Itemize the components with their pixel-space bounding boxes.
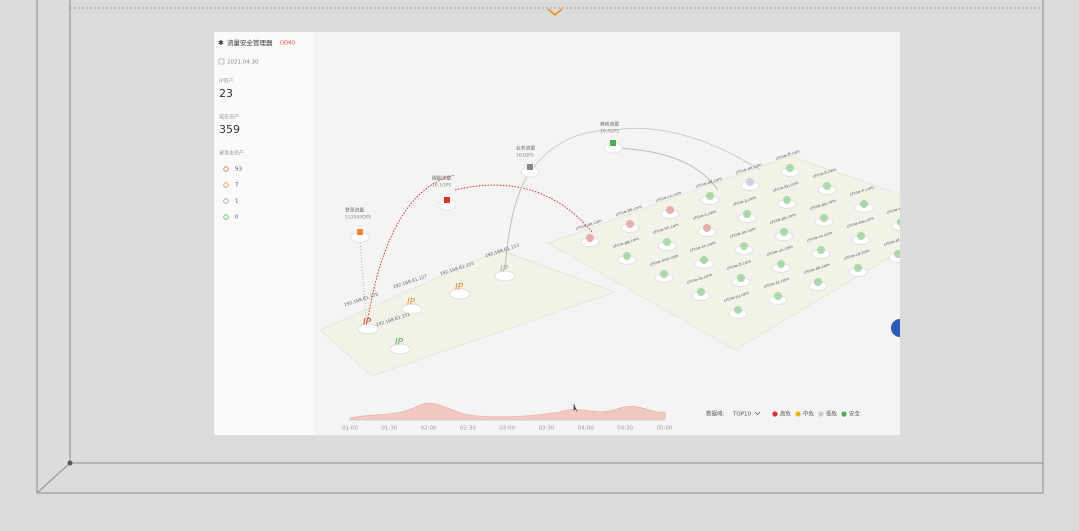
filter-value: TOP10: [732, 412, 752, 418]
flow-icon: [444, 197, 450, 203]
domain-icon: [814, 278, 822, 286]
domain-icon: [737, 274, 745, 282]
flow-name: 登录流量: [345, 207, 364, 214]
time-tick: 04:30: [617, 426, 633, 432]
legend-dot: [795, 411, 801, 417]
domain-icon: [786, 164, 794, 172]
domain-icon: [700, 256, 708, 264]
flow-rate: 16.1QPS: [432, 183, 451, 189]
domain-icon: [660, 270, 668, 278]
flow-icon: [357, 229, 363, 235]
calendar-icon: [218, 58, 225, 65]
domain-icon: [817, 246, 825, 254]
stat-value: 23: [219, 87, 233, 100]
time-tick: 04:00: [578, 426, 594, 432]
domain-icon: [703, 224, 711, 232]
logo: ✱: [218, 39, 224, 47]
domain-icon: [586, 234, 594, 242]
domain-icon: [734, 306, 742, 314]
domain-icon: [774, 292, 782, 300]
app-title: 流量安全管理器: [227, 38, 273, 47]
legend-dot: [772, 411, 778, 417]
filter-label: 数据域:: [706, 410, 725, 418]
domain-icon: [746, 178, 754, 186]
attacked-icon: [223, 214, 229, 220]
flow-icon: [527, 164, 533, 170]
domain-icon: [854, 264, 862, 272]
flow-name: 跟踪流量: [432, 175, 451, 182]
domain-icon: [777, 260, 785, 268]
flow-icon: [610, 140, 616, 146]
domain-node: [891, 221, 900, 231]
legend-label: 低危: [826, 410, 838, 418]
domain-icon: [697, 288, 705, 296]
flow-name: 业务流量: [516, 145, 535, 152]
time-tick: 03:00: [499, 426, 515, 432]
attacked-count: 1: [235, 199, 239, 205]
domain-node: [929, 240, 947, 249]
attacked-count: 93: [235, 167, 242, 173]
domain-icon: [820, 214, 828, 222]
date: 2021.04.30: [227, 60, 259, 66]
ip-label: IP: [500, 265, 509, 275]
stat-label: 域名资产: [219, 114, 239, 121]
time-tick: 05:00: [656, 426, 672, 432]
ip-label: IP: [395, 338, 404, 348]
ip-label: IP: [363, 318, 372, 328]
domain-icon: [666, 206, 674, 214]
attacked-icon: [223, 198, 229, 204]
frame: [36, 0, 1044, 494]
domain-icon: [626, 220, 634, 228]
attacked-label: 被攻击资产: [219, 150, 244, 157]
domain-icon: [706, 192, 714, 200]
domain-icon: [783, 196, 791, 204]
legend-dot: [841, 411, 847, 417]
attacked-icon: [223, 166, 229, 172]
domain-icon: [897, 218, 900, 226]
legend-label: 安全: [849, 410, 861, 418]
domain-icon: [823, 182, 831, 190]
ip-label: IP: [455, 283, 464, 293]
domain-icon: [934, 236, 942, 244]
ip-label: IP: [407, 298, 416, 308]
ip-node: [401, 303, 423, 315]
domain-icon: [894, 250, 900, 258]
domain-icon: [663, 238, 671, 246]
stat-value: 359: [219, 123, 240, 136]
legend-dot: [818, 411, 824, 417]
time-tick: 02:30: [460, 426, 476, 432]
legend-label: 高危: [780, 410, 792, 418]
flow-rate: 16.4QPS: [600, 129, 619, 135]
legend-label: 中危: [803, 410, 815, 418]
domain-icon: [743, 210, 751, 218]
domain-name: china-gh.com: [923, 220, 950, 233]
stat-label: IP资产: [219, 78, 234, 85]
time-tick: 02:00: [421, 426, 437, 432]
demo-badge: DEMO: [280, 41, 295, 47]
attacked-count: 7: [235, 183, 239, 189]
time-tick: 01:00: [342, 426, 358, 432]
domain-icon: [623, 252, 631, 260]
ip-node: [389, 343, 411, 355]
attacked-icon: [223, 182, 229, 188]
ip-node: [357, 323, 379, 335]
time-tick: 03:30: [539, 426, 555, 432]
ip-node: [494, 270, 516, 282]
dropdown-arrow: [754, 411, 761, 415]
flow-rate: 512045QPS: [345, 215, 371, 221]
time-tick: 01:30: [381, 426, 397, 432]
flow-name: 其他流量: [600, 121, 619, 128]
domain-icon: [780, 228, 788, 236]
ip-node: [449, 288, 471, 300]
domain-icon: [740, 242, 748, 250]
screenshot: ✱ 流量安全管理器 DEMO 2021.04.30 IP资产 23 域名资产 359 被攻击资产…: [214, 32, 950, 435]
flow-rate: 163QPS: [516, 153, 534, 159]
domain-icon: [860, 200, 868, 208]
domain-icon: [857, 232, 865, 240]
attacked-count: 0: [235, 215, 239, 221]
